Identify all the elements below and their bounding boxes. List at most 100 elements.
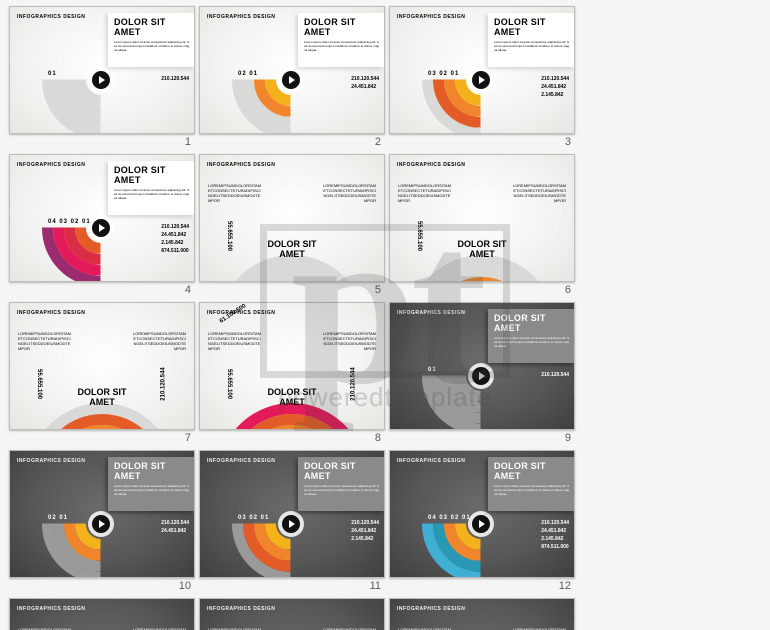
body-right: LOREMIPSUMDOLORSITAMETCONSECTETURADIPISC… — [132, 331, 186, 351]
template-thumbnail-5[interactable]: INFOGRAPHICS DESIGN DOLOR SIT AMET LOREMIP… — [199, 154, 385, 282]
thumbnail-number: 1 — [185, 136, 195, 148]
end-value-left: 55.655.100 — [416, 221, 422, 251]
slide-title: DOLOR SIT AMET — [69, 387, 135, 407]
value-list: 210.120.544 — [541, 371, 569, 379]
value-list: 210.120.54424.451.842 — [161, 519, 189, 535]
body-left: LOREMIPSUMDOLORSITAMETCONSECTETURADIPISC… — [398, 183, 452, 203]
value-list: 210.120.54424.451.8422.145.842 — [541, 75, 569, 99]
play-icon — [92, 219, 110, 237]
slide-body-text: Lorem ipsum dolor sit amet consectetur a… — [114, 188, 190, 200]
value-list: 210.120.544 — [161, 75, 189, 83]
end-value-left: 55.655.100 — [36, 369, 42, 399]
thumbnail-number: 12 — [559, 580, 575, 592]
slide-title: DOLOR SIT AMET — [259, 387, 325, 407]
body-right: LOREMIPSUMDOLORSITAMETCONSECTETURADIPISC… — [322, 331, 376, 351]
title-tile: DOLOR SIT AMET Lorem ipsum dolor sit amet… — [108, 457, 194, 511]
slide-header: INFOGRAPHICS DESIGN — [17, 606, 85, 612]
template-thumbnail-4[interactable]: INFOGRAPHICS DESIGNDOLOR SIT AMETLorem i… — [9, 154, 195, 282]
title-tile: DOLOR SIT AMET Lorem ipsum dolor sit amet… — [298, 13, 384, 67]
play-icon — [282, 515, 300, 533]
title-tile: DOLOR SIT AMET Lorem ipsum dolor sit amet… — [488, 457, 574, 511]
template-thumbnail-10[interactable]: INFOGRAPHICS DESIGNDOLOR SIT AMETLorem i… — [9, 450, 195, 578]
body-left: LOREMIPSUMDOLORSITAMETCONSECTETURADIPISC… — [208, 183, 262, 203]
thumbnail-number: 6 — [565, 284, 575, 296]
index-labels: 03 02 01 — [428, 71, 459, 77]
index-labels: 01 — [48, 71, 57, 77]
thumbnail-number: 7 — [185, 432, 195, 444]
template-thumbnail-3[interactable]: INFOGRAPHICS DESIGNDOLOR SIT AMETLorem i… — [389, 6, 575, 134]
slide-title: DOLOR SIT AMET — [114, 461, 190, 481]
slide-header: INFOGRAPHICS DESIGN — [397, 162, 465, 168]
value-list: 210.120.54424.451.8422.145.842 — [351, 519, 379, 543]
body-right: LOREMIPSUMDOLORSITAMETCONSECTETURADIPISC… — [512, 183, 566, 203]
template-thumbnail-8[interactable]: INFOGRAPHICS DESIGNDOLOR SIT AMETLOREMIP… — [199, 302, 385, 430]
slide-body-text: Lorem ipsum dolor sit amet consectetur a… — [304, 484, 380, 496]
template-thumbnail-7[interactable]: INFOGRAPHICS DESIGN DOLOR SIT AMET LOREMIP… — [9, 302, 195, 430]
end-value-right: 210.120.544 — [350, 367, 356, 400]
template-thumbnail-1[interactable]: INFOGRAPHICS DESIGNDOLOR SIT AMETLorem i… — [9, 6, 195, 134]
slide-body-text: Lorem ipsum dolor sit amet consectetur a… — [494, 484, 570, 496]
template-thumbnail-11[interactable]: INFOGRAPHICS DESIGNDOLOR SIT AMETLorem i… — [199, 450, 385, 578]
slide-header: INFOGRAPHICS DESIGN — [397, 606, 465, 612]
title-tile: DOLOR SIT AMET Lorem ipsum dolor sit amet… — [298, 457, 384, 511]
slide-title: DOLOR SIT AMET — [304, 17, 380, 37]
template-thumbnail-2[interactable]: INFOGRAPHICS DESIGNDOLOR SIT AMETLorem i… — [199, 6, 385, 134]
slide-body-text: Lorem ipsum dolor sit amet consectetur a… — [114, 40, 190, 52]
title-tile: DOLOR SIT AMET Lorem ipsum dolor sit amet… — [488, 309, 574, 363]
value-list: 210.120.54424.451.8422.145.842874.511.00… — [161, 223, 189, 255]
slide-header: INFOGRAPHICS DESIGN — [207, 162, 275, 168]
thumbnail-number: 4 — [185, 284, 195, 296]
index-labels: 01 — [428, 367, 437, 373]
play-icon — [92, 515, 110, 533]
slide-header: INFOGRAPHICS DESIGN — [207, 606, 275, 612]
index-labels: 04 03 02 01 — [48, 219, 91, 225]
slide-title: DOLOR SIT AMET — [449, 239, 515, 259]
play-icon — [472, 71, 490, 89]
slide-body-text: Lorem ipsum dolor sit amet consectetur a… — [304, 40, 380, 52]
index-labels: 03 02 01 — [238, 515, 269, 521]
thumbnail-number: 3 — [565, 136, 575, 148]
index-labels: 04 03 02 01 — [428, 515, 471, 521]
thumbnail-number: 2 — [375, 136, 385, 148]
template-gallery: INFOGRAPHICS DESIGN DOLOR SIT AMET Lorem i… — [0, 0, 770, 630]
index-labels: 02 01 — [48, 515, 68, 521]
slide-body-text: Lorem ipsum dolor sit amet consectetur a… — [494, 40, 570, 52]
slide-title: DOLOR SIT AMET — [114, 17, 190, 37]
slide-body-text: Lorem ipsum dolor sit amet consectetur a… — [114, 484, 190, 496]
thumbnail-number: 11 — [370, 580, 385, 592]
title-tile: DOLOR SIT AMET Lorem ipsum dolor sit amet… — [108, 13, 194, 67]
play-icon — [472, 515, 490, 533]
value-list: 210.120.54424.451.8422.145.842874.511.00… — [541, 519, 569, 551]
template-thumbnail-13[interactable]: INFOGRAPHICS DESIGNDOLOR SIT AMETLOREMIP… — [9, 598, 195, 630]
end-value-left: 55.655.100 — [226, 369, 232, 399]
slide-body-text: Lorem ipsum dolor sit amet consectetur a… — [494, 336, 570, 348]
play-icon — [92, 71, 110, 89]
end-value-left: 55.655.100 — [226, 221, 232, 251]
body-left: LOREMIPSUMDOLORSITAMETCONSECTETURADIPISC… — [18, 331, 72, 351]
body-left: LOREMIPSUMDOLORSITAMETCONSECTETURADIPISC… — [208, 331, 262, 351]
template-thumbnail-14[interactable]: INFOGRAPHICS DESIGNDOLOR SIT AMETLOREMIP… — [199, 598, 385, 630]
slide-title: DOLOR SIT AMET — [114, 165, 190, 185]
template-thumbnail-12[interactable]: INFOGRAPHICS DESIGNDOLOR SIT AMETLorem i… — [389, 450, 575, 578]
thumbnail-number: 9 — [565, 432, 575, 444]
index-labels: 02 01 — [238, 71, 258, 77]
play-icon — [472, 367, 490, 385]
template-thumbnail-6[interactable]: INFOGRAPHICS DESIGN DOLOR SIT AMET LOREMIP… — [389, 154, 575, 282]
play-icon — [282, 71, 300, 89]
thumbnail-number: 10 — [179, 580, 195, 592]
end-value-right: 210.120.544 — [160, 367, 166, 400]
title-tile: DOLOR SIT AMET Lorem ipsum dolor sit amet… — [108, 161, 194, 215]
thumbnail-number: 5 — [375, 284, 385, 296]
slide-title: DOLOR SIT AMET — [494, 461, 570, 481]
slide-title: DOLOR SIT AMET — [494, 17, 570, 37]
slide-title: DOLOR SIT AMET — [259, 239, 325, 259]
slide-title: DOLOR SIT AMET — [494, 313, 570, 333]
body-right: LOREMIPSUMDOLORSITAMETCONSECTETURADIPISC… — [322, 183, 376, 203]
template-thumbnail-15[interactable]: INFOGRAPHICS DESIGNDOLOR SIT AMETLOREMIP… — [389, 598, 575, 630]
slide-header: INFOGRAPHICS DESIGN — [17, 310, 85, 316]
value-list: 210.120.54424.451.842 — [351, 75, 379, 91]
template-thumbnail-9[interactable]: INFOGRAPHICS DESIGNDOLOR SIT AMETLorem i… — [389, 302, 575, 430]
thumbnail-number: 8 — [375, 432, 385, 444]
slide-title: DOLOR SIT AMET — [304, 461, 380, 481]
title-tile: DOLOR SIT AMET Lorem ipsum dolor sit amet… — [488, 13, 574, 67]
